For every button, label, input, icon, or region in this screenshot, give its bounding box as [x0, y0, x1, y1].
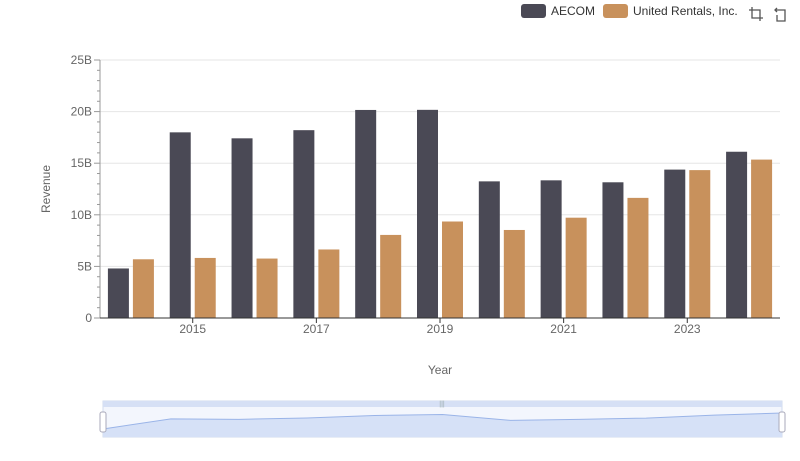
legend: AECOM United Rentals, Inc. [521, 4, 746, 18]
slider-handle-left [99, 411, 107, 433]
legend-item-united-rentals[interactable]: United Rentals, Inc. [603, 4, 738, 18]
y-tick-label-20B: 20B [71, 105, 92, 119]
slider-overview-line [102, 412, 783, 430]
y-tick-label-25B: 25B [71, 53, 92, 67]
x-tick-label-2017: 2017 [303, 322, 330, 336]
bars [107, 109, 773, 319]
x-tick-label-2015: 2015 [179, 322, 206, 336]
slider-top-bar [103, 401, 782, 407]
bar-aecom-2019 [417, 109, 438, 318]
bar-aecom-2014 [107, 268, 129, 318]
bar-united-rentals-2015 [194, 257, 216, 318]
slider-handle-right [778, 411, 786, 433]
data-zoom-slider[interactable]: ||| [99, 400, 786, 438]
bar-aecom-2017 [293, 130, 315, 318]
y-tick-label-15B: 15B [71, 156, 92, 170]
bar-aecom-2022 [602, 182, 624, 318]
bar-aecom-2020 [478, 181, 500, 318]
legend-label-united-rentals: United Rentals, Inc. [633, 4, 738, 18]
y-tick-label-0: 0 [85, 311, 92, 325]
y-tick-label-10B: 10B [71, 208, 92, 222]
legend-swatch-aecom [521, 4, 546, 18]
x-tick-label-2021: 2021 [550, 322, 577, 336]
bar-united-rentals-2019 [442, 221, 463, 318]
bar-aecom-2024 [726, 151, 748, 318]
bar-united-rentals-2016 [256, 258, 278, 318]
y-axis-label: Revenue [39, 165, 53, 213]
bar-united-rentals-2021 [565, 217, 587, 318]
slider-grip: ||| [439, 401, 445, 408]
y-tick-label-5B: 5B [77, 259, 92, 273]
bar-aecom-2016 [231, 138, 253, 318]
legend-item-aecom[interactable]: AECOM [521, 4, 595, 18]
bar-aecom-2021 [540, 180, 562, 318]
bar-united-rentals-2020 [503, 229, 525, 318]
bar-united-rentals-2024 [751, 159, 773, 318]
bar-aecom-2015 [169, 132, 191, 318]
bar-united-rentals-2017 [318, 249, 340, 318]
bar-aecom-2023 [664, 169, 686, 318]
legend-label-aecom: AECOM [551, 4, 596, 18]
x-axis-label: Year [428, 363, 452, 377]
axes: 0 5B 10B 15B 20B 25B 2015 2017 2019 2021 2023 [71, 53, 780, 336]
bar-united-rentals-2022 [627, 197, 649, 318]
zoom-reset-icon[interactable] [773, 6, 789, 22]
bar-united-rentals-2023 [689, 170, 711, 318]
legend-swatch-united-rentals [603, 4, 629, 18]
x-tick-label-2019: 2019 [427, 322, 454, 336]
zoom-select-icon[interactable] [748, 6, 764, 22]
bar-united-rentals-2018 [380, 234, 402, 318]
bar-united-rentals-2014 [132, 259, 154, 318]
x-tick-label-2023: 2023 [674, 322, 701, 336]
bar-aecom-2018 [355, 109, 377, 319]
